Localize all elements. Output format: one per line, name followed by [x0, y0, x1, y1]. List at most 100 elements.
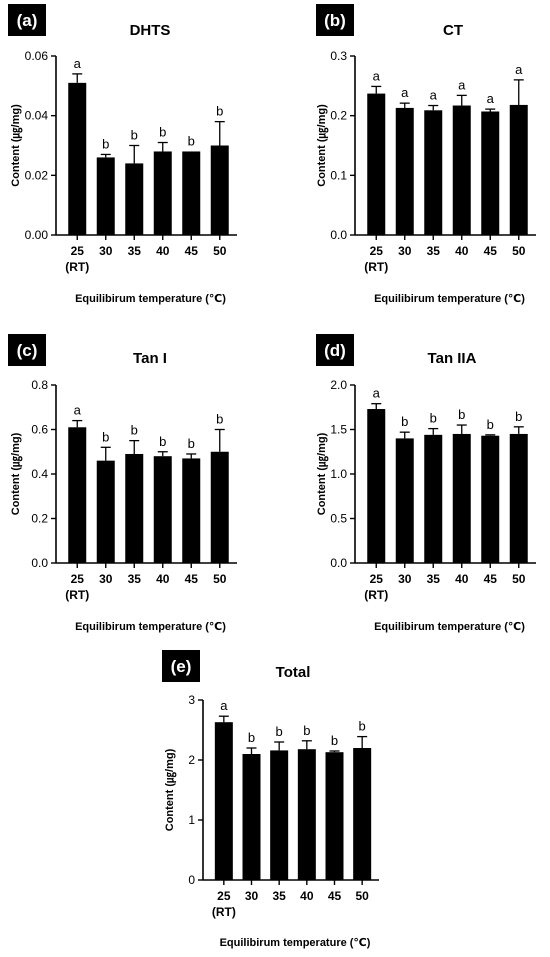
x-tick-label: 25 [370, 572, 384, 586]
chart-title: Total [276, 664, 311, 681]
y-tick-label: 2.0 [330, 378, 347, 392]
bar [68, 82, 87, 235]
x-tick-label: 50 [512, 244, 526, 258]
significance-letter: b [216, 104, 223, 119]
significance-letter: b [216, 412, 223, 427]
y-tick-label: 1 [188, 813, 195, 827]
y-axis-label: Content (㎍/mg) [10, 432, 23, 515]
x-tick-label: 30 [398, 244, 412, 258]
y-tick-label: 0.3 [330, 49, 347, 63]
significance-letter: a [430, 88, 438, 103]
significance-letter: a [458, 77, 466, 92]
chart-title: Tan I [133, 350, 167, 367]
chart-panel-3: (c) Tan I 0.0 0.2 0.4 0.6 0.8 Content (㎍/mg) a 25… [8, 334, 237, 633]
x-tick-label: 25 [71, 244, 85, 258]
x-tick-label: 45 [185, 244, 199, 258]
significance-letter: a [74, 403, 82, 418]
y-tick-label: 1.0 [330, 467, 347, 481]
x-tick-label: 25 [71, 572, 85, 586]
bar [367, 409, 386, 563]
y-tick-label: 3 [188, 693, 195, 707]
x-axis-label: Equilibirum temperature (℃) [374, 293, 525, 305]
panel-tag-box [316, 334, 354, 366]
significance-letter: b [188, 436, 195, 451]
significance-letter: a [220, 698, 228, 713]
chart-title: DHTS [130, 22, 171, 39]
y-tick-label: 0.0 [330, 228, 347, 242]
x-tick-sublabel: (RT) [65, 260, 89, 274]
panel-tag-box [162, 650, 200, 682]
x-tick-label: 25 [370, 244, 384, 258]
bar [395, 438, 414, 563]
chart-title: Tan IIA [428, 350, 477, 367]
x-tick-label: 45 [484, 244, 498, 258]
y-tick-label: 0.0 [330, 556, 347, 570]
bar [210, 451, 229, 563]
bar [214, 722, 233, 880]
y-axis-label: Content (㎍/mg) [316, 104, 329, 187]
panel-tag-box [316, 4, 354, 36]
x-tick-label: 35 [427, 572, 441, 586]
y-tick-label: 0.6 [31, 423, 48, 437]
significance-letter: b [401, 414, 408, 429]
panel-tag: (b) [324, 11, 346, 30]
bar [424, 110, 443, 235]
chart-panel-2: (b) CT 0.0 0.1 0.2 0.3 Content (㎍/mg) a 25 (RT) a 3… [316, 4, 536, 305]
bar [452, 433, 471, 563]
significance-letter: b [159, 434, 166, 449]
x-tick-sublabel: (RT) [364, 260, 388, 274]
bar [96, 157, 115, 235]
significance-letter: b [515, 409, 522, 424]
x-tick-label: 30 [99, 244, 113, 258]
panel-tag-box [8, 334, 46, 366]
y-tick-label: 0.1 [330, 168, 347, 182]
significance-letter: b [102, 136, 109, 151]
bar [424, 434, 443, 563]
x-axis-label: Equilibirum temperature (℃) [220, 937, 371, 949]
bar [153, 456, 172, 563]
x-tick-label: 35 [128, 244, 142, 258]
bar [182, 151, 201, 235]
bar [125, 453, 144, 563]
x-axis-label: Equilibirum temperature (℃) [75, 621, 226, 633]
significance-letter: b [248, 730, 255, 745]
significance-letter: b [359, 719, 366, 734]
y-tick-label: 0.2 [31, 512, 48, 526]
significance-letter: b [458, 407, 465, 422]
bar [481, 435, 500, 563]
chart-panel-4: (d) Tan IIA 0.0 0.5 1.0 1.5 2.0 Content (㎍/mg) a… [316, 334, 536, 633]
x-tick-label: 40 [300, 889, 314, 903]
significance-letter: b [487, 417, 494, 432]
bar [270, 750, 289, 880]
bar [367, 93, 386, 235]
significance-letter: a [373, 68, 381, 83]
significance-letter: a [74, 56, 82, 71]
bar [395, 107, 414, 235]
x-tick-label: 30 [99, 572, 113, 586]
bar [353, 748, 372, 880]
significance-letter: a [515, 62, 523, 77]
significance-letter: a [401, 85, 409, 100]
x-tick-sublabel: (RT) [212, 905, 236, 919]
significance-letter: a [373, 386, 381, 401]
y-tick-label: 0.04 [25, 109, 49, 123]
bar [153, 151, 172, 235]
bar [452, 105, 471, 235]
y-axis-label: Content (㎍/mg) [10, 104, 23, 187]
x-tick-label: 50 [213, 244, 227, 258]
x-tick-label: 50 [512, 572, 526, 586]
bar [96, 460, 115, 563]
x-tick-label: 30 [398, 572, 412, 586]
x-tick-label: 50 [213, 572, 227, 586]
x-tick-label: 45 [484, 572, 498, 586]
significance-letter: b [303, 723, 310, 738]
x-axis-label: Equilibirum temperature (℃) [374, 621, 525, 633]
x-axis-label: Equilibirum temperature (℃) [75, 293, 226, 305]
chart-panel-1: (a) DHTS 0.00 0.02 0.04 0.06 Content (㎍/mg) a 25… [8, 4, 237, 305]
x-tick-sublabel: (RT) [65, 588, 89, 602]
bar [68, 427, 87, 563]
x-tick-label: 45 [328, 889, 342, 903]
bar [509, 433, 528, 563]
x-tick-label: 30 [245, 889, 259, 903]
